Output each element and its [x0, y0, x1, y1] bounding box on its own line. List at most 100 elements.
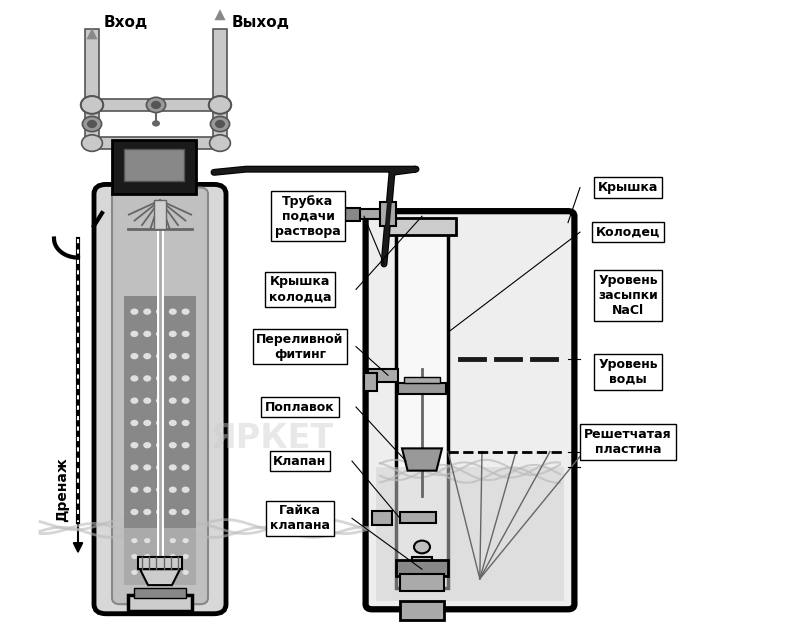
Bar — [124, 149, 184, 181]
Bar — [396, 223, 448, 588]
Circle shape — [152, 102, 160, 108]
Circle shape — [170, 554, 176, 559]
Circle shape — [130, 487, 138, 493]
Circle shape — [143, 375, 151, 382]
Circle shape — [143, 331, 151, 337]
Circle shape — [170, 538, 176, 543]
Bar — [372, 511, 392, 525]
Circle shape — [157, 554, 163, 559]
Text: Вход: Вход — [104, 15, 148, 30]
Circle shape — [182, 308, 190, 315]
Circle shape — [169, 509, 177, 515]
Circle shape — [182, 398, 190, 404]
Circle shape — [130, 331, 138, 337]
Circle shape — [143, 420, 151, 426]
Bar — [112, 140, 196, 194]
Bar — [368, 369, 398, 382]
Text: Колодец: Колодец — [596, 226, 660, 238]
Circle shape — [156, 398, 164, 404]
FancyBboxPatch shape — [366, 211, 574, 609]
Circle shape — [156, 509, 164, 515]
Bar — [154, 200, 166, 229]
Bar — [364, 373, 377, 391]
Bar — [92, 99, 220, 111]
Text: Гайка
клапана: Гайка клапана — [270, 504, 330, 532]
Circle shape — [182, 464, 190, 471]
Circle shape — [156, 331, 164, 337]
Circle shape — [156, 464, 164, 471]
Circle shape — [157, 538, 163, 543]
Circle shape — [169, 308, 177, 315]
Bar — [396, 560, 448, 576]
Circle shape — [209, 96, 231, 114]
Bar — [85, 29, 99, 105]
Circle shape — [143, 353, 151, 359]
Bar — [376, 467, 564, 601]
Circle shape — [182, 554, 189, 559]
Bar — [413, 557, 432, 572]
Circle shape — [156, 375, 164, 382]
Circle shape — [169, 331, 177, 337]
Circle shape — [169, 442, 177, 448]
Circle shape — [143, 398, 151, 404]
Bar — [400, 512, 436, 523]
Circle shape — [130, 509, 138, 515]
Polygon shape — [140, 569, 180, 585]
Text: Дренаж: Дренаж — [55, 457, 69, 522]
Circle shape — [169, 353, 177, 359]
Bar — [124, 528, 196, 585]
Circle shape — [143, 464, 151, 471]
Circle shape — [131, 538, 138, 543]
Bar — [400, 574, 444, 591]
Text: Клапан: Клапан — [274, 455, 326, 467]
Circle shape — [182, 353, 190, 359]
Circle shape — [82, 135, 102, 151]
Bar — [213, 105, 227, 143]
Circle shape — [157, 570, 163, 575]
Circle shape — [130, 375, 138, 382]
Circle shape — [169, 487, 177, 493]
Circle shape — [156, 420, 164, 426]
FancyBboxPatch shape — [94, 184, 226, 614]
Circle shape — [130, 308, 138, 315]
Circle shape — [182, 331, 190, 337]
Text: Уровень
засыпки
NaCl: Уровень засыпки NaCl — [598, 274, 658, 317]
Circle shape — [130, 398, 138, 404]
Bar — [398, 383, 446, 394]
Circle shape — [82, 116, 102, 132]
Circle shape — [146, 97, 166, 113]
Bar — [92, 137, 220, 149]
FancyBboxPatch shape — [112, 188, 208, 604]
Circle shape — [182, 487, 190, 493]
Circle shape — [414, 541, 430, 553]
Bar — [128, 595, 192, 611]
Circle shape — [182, 538, 189, 543]
Circle shape — [130, 420, 138, 426]
Text: Решетчатая
пластина: Решетчатая пластина — [584, 428, 672, 456]
Circle shape — [143, 487, 151, 493]
Circle shape — [182, 570, 189, 575]
Circle shape — [169, 398, 177, 404]
Circle shape — [156, 308, 164, 315]
Circle shape — [156, 353, 164, 359]
Circle shape — [182, 420, 190, 426]
Text: Уровень
воды: Уровень воды — [598, 358, 658, 386]
Text: Переливной
фитинг: Переливной фитинг — [256, 333, 344, 361]
Circle shape — [182, 375, 190, 382]
Circle shape — [144, 538, 150, 543]
Bar — [85, 105, 99, 143]
Circle shape — [130, 464, 138, 471]
Circle shape — [131, 570, 138, 575]
Circle shape — [131, 554, 138, 559]
Bar — [400, 601, 444, 620]
Text: Поплавок: Поплавок — [265, 401, 335, 413]
Circle shape — [143, 509, 151, 515]
Circle shape — [216, 121, 224, 127]
Circle shape — [169, 464, 177, 471]
Text: Трубка
подачи
раствора: Трубка подачи раствора — [275, 195, 341, 238]
Bar — [388, 218, 456, 235]
Circle shape — [210, 116, 230, 132]
Polygon shape — [402, 448, 442, 471]
Circle shape — [170, 570, 176, 575]
Circle shape — [144, 570, 150, 575]
